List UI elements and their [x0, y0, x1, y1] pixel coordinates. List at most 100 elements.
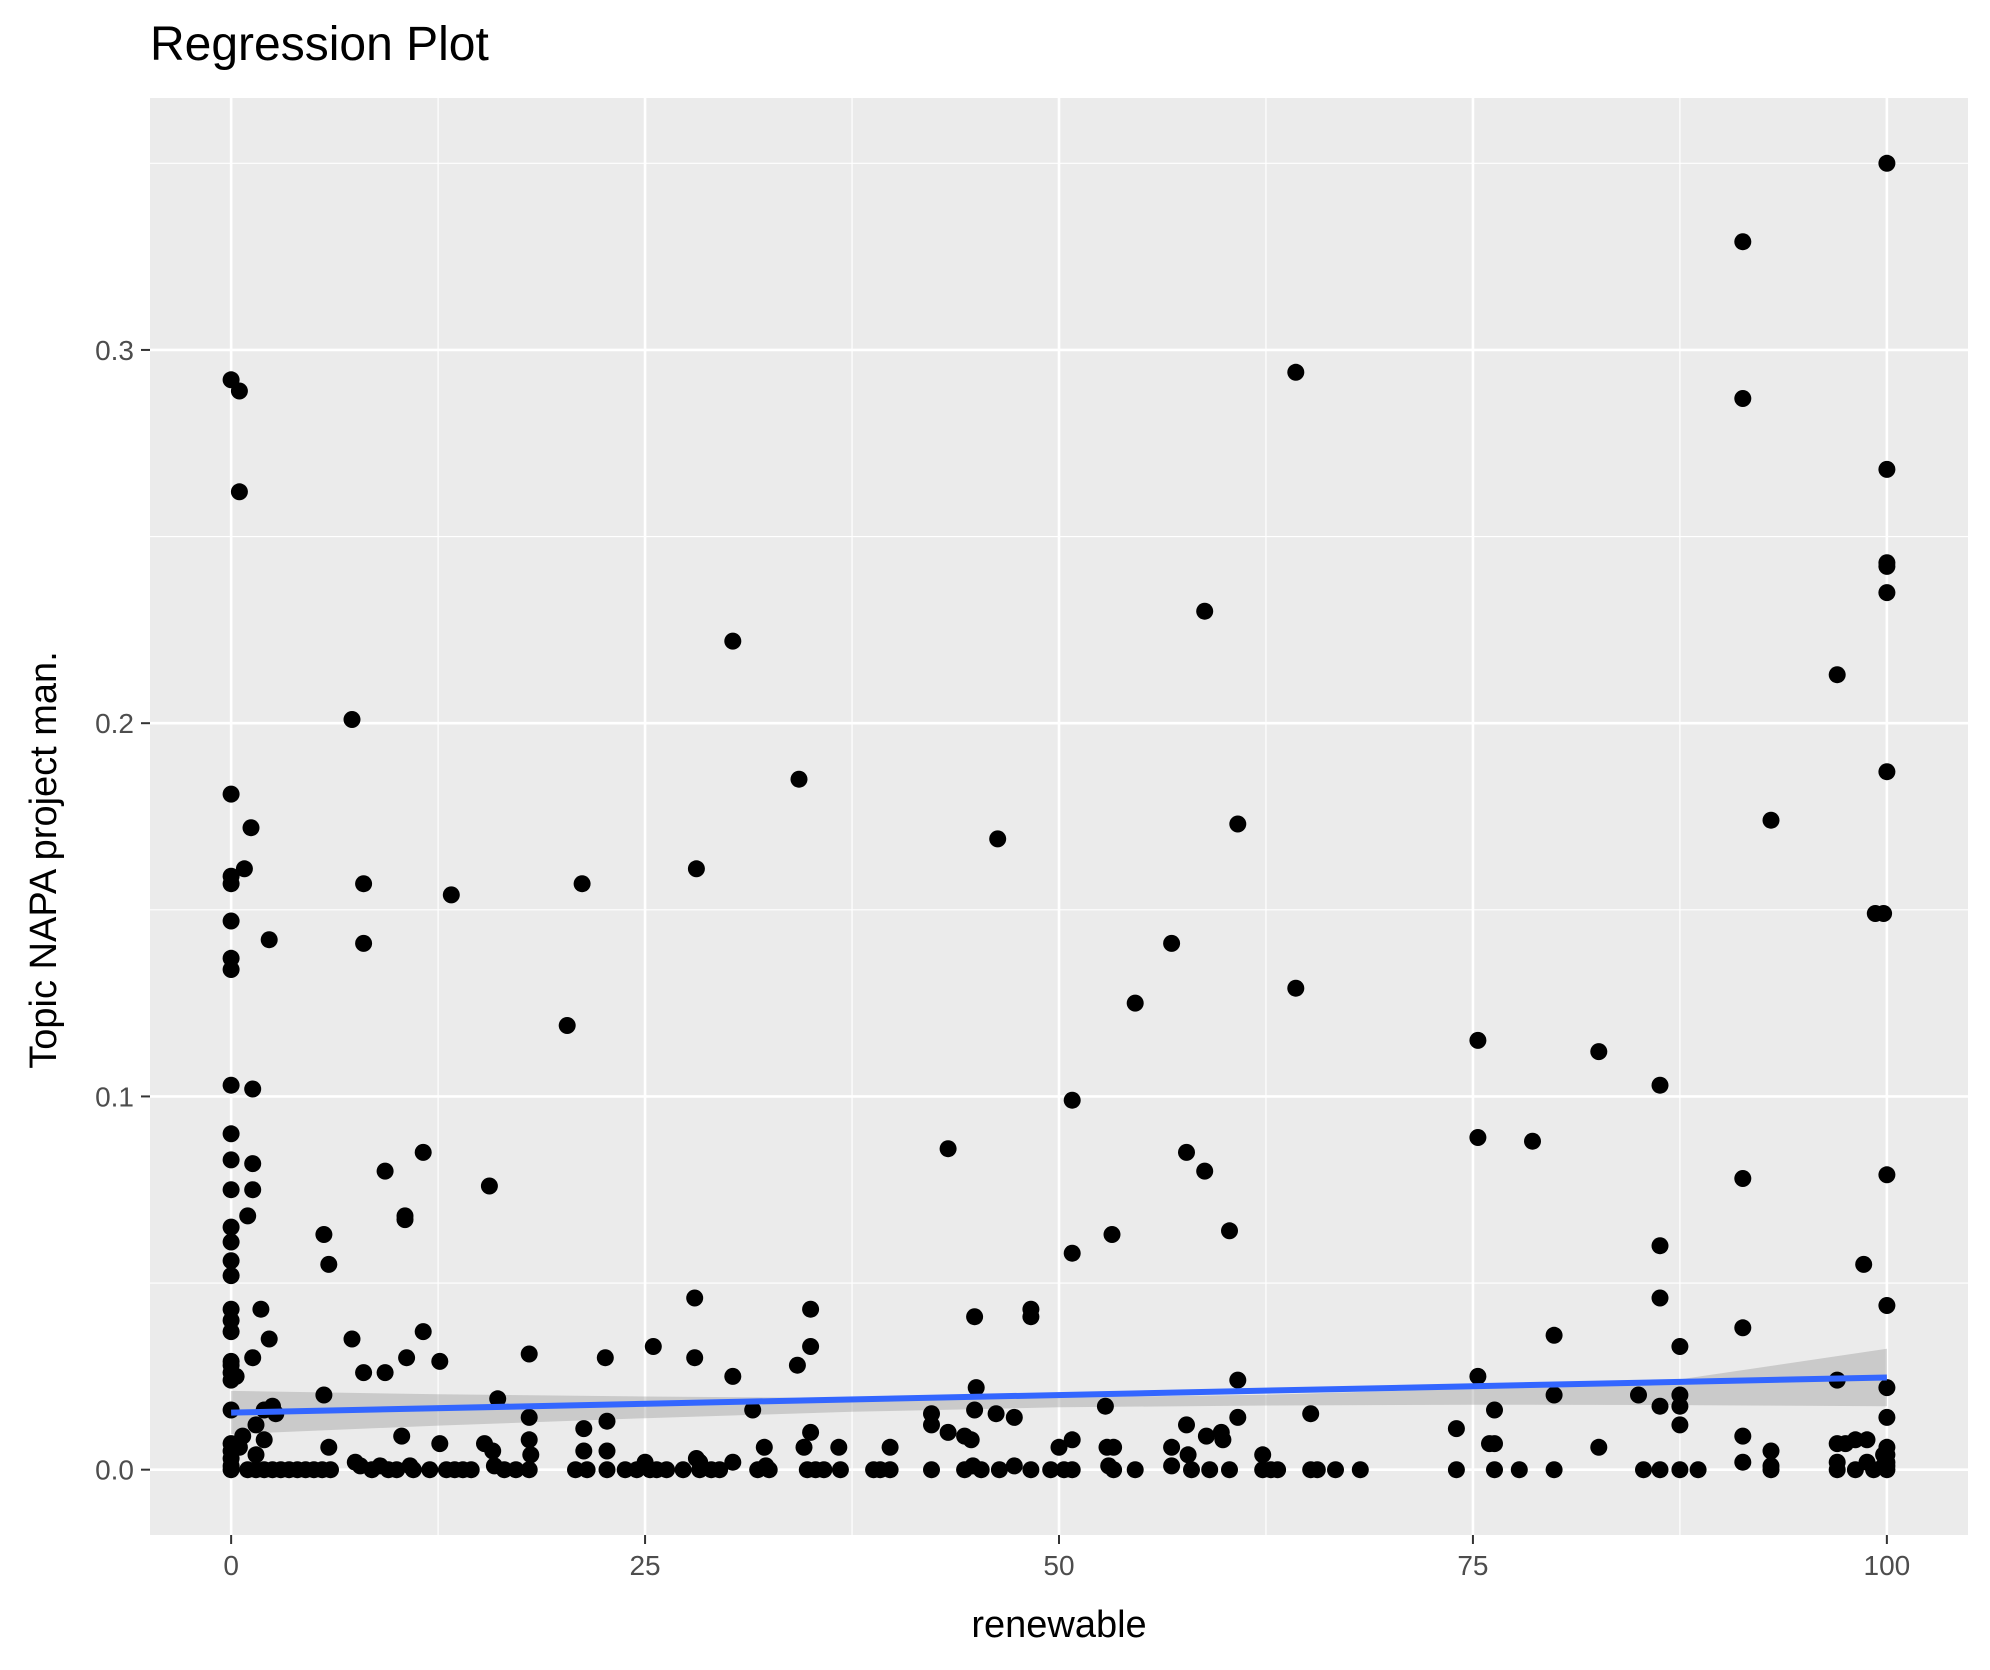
data-point [343, 1330, 361, 1348]
regression-line [231, 1374, 1887, 1416]
data-point [414, 1323, 432, 1341]
data-point [966, 1308, 984, 1326]
data-point [1308, 1461, 1326, 1479]
data-point [830, 1438, 848, 1456]
data-point [788, 1356, 806, 1374]
data-point [230, 483, 248, 501]
data-point [1096, 1397, 1114, 1415]
regression-line-layer [231, 1374, 1887, 1416]
data-point [247, 1416, 265, 1434]
x-tick-label: 25 [629, 1550, 660, 1581]
data-point [923, 1416, 940, 1434]
data-point [1229, 815, 1247, 833]
data-point [1022, 1308, 1040, 1326]
data-point [674, 1461, 692, 1479]
data-point [881, 1438, 899, 1456]
data-point [1734, 1170, 1752, 1187]
data-point [1327, 1461, 1344, 1479]
data-point [480, 1177, 498, 1195]
data-point [1878, 154, 1896, 172]
data-point [881, 1461, 899, 1479]
data-point [1545, 1326, 1563, 1344]
data-point [489, 1390, 507, 1408]
data-point [558, 1017, 576, 1034]
data-point [227, 1367, 245, 1385]
data-point [1229, 1371, 1247, 1389]
data-point [1828, 666, 1846, 684]
data-point [1855, 1255, 1873, 1273]
data-point [320, 1255, 338, 1273]
data-point [414, 1143, 432, 1161]
data-point [1302, 1405, 1320, 1423]
data-point [1221, 1222, 1238, 1240]
data-point [320, 1438, 338, 1456]
data-point [1524, 1132, 1541, 1150]
x-axis: 0 25 50 75 100 [223, 1535, 1910, 1581]
data-point [393, 1427, 411, 1445]
data-point [644, 1338, 662, 1355]
scatter-points [222, 154, 1896, 1479]
data-point [1229, 1408, 1247, 1426]
data-point [1126, 1461, 1144, 1479]
data-point [578, 1461, 596, 1479]
data-point [396, 1211, 414, 1229]
data-point [724, 632, 742, 650]
data-point [1105, 1438, 1123, 1456]
data-point [222, 785, 240, 803]
data-point [1254, 1446, 1272, 1464]
data-point [1510, 1461, 1528, 1479]
data-point [388, 1461, 406, 1479]
data-point [1651, 1076, 1669, 1094]
data-point [1351, 1461, 1369, 1479]
confidence-band-layer [231, 1348, 1887, 1435]
y-tick-label: 0.1 [95, 1081, 134, 1112]
data-point [431, 1352, 449, 1370]
data-point [1196, 1162, 1214, 1180]
data-point [1734, 1427, 1752, 1445]
data-point [520, 1345, 538, 1363]
data-point [520, 1461, 538, 1479]
data-point [1671, 1338, 1689, 1355]
data-point [242, 819, 260, 837]
data-point [1447, 1461, 1465, 1479]
data-point [687, 860, 705, 878]
data-point [1201, 1461, 1219, 1479]
data-point [244, 1080, 262, 1098]
data-point [1671, 1461, 1689, 1479]
data-point [1163, 934, 1181, 952]
data-point [1878, 1379, 1896, 1397]
data-point [1486, 1461, 1503, 1479]
data-point [596, 1349, 614, 1367]
data-point [1734, 1453, 1752, 1471]
data-point [658, 1461, 676, 1479]
data-point [343, 711, 361, 728]
data-point [520, 1408, 538, 1426]
data-point [1762, 1461, 1780, 1479]
data-point [322, 1461, 339, 1479]
x-tick-label: 75 [1457, 1550, 1488, 1581]
data-point [1651, 1461, 1669, 1479]
data-point [972, 1461, 990, 1479]
x-tick-label: 50 [1043, 1550, 1074, 1581]
data-point [260, 1330, 278, 1348]
data-point [724, 1453, 742, 1471]
data-point [1105, 1461, 1123, 1479]
data-point [1734, 390, 1752, 407]
data-point [1287, 363, 1305, 381]
data-point [575, 1442, 593, 1460]
data-point [1469, 1367, 1487, 1385]
data-point [1063, 1431, 1081, 1449]
data-point [1022, 1461, 1040, 1479]
data-point [230, 382, 248, 400]
x-axis-title: renewable [971, 1604, 1146, 1646]
data-point [1734, 1319, 1752, 1337]
x-tick-label: 100 [1864, 1550, 1911, 1581]
data-point [315, 1386, 333, 1404]
data-point [522, 1446, 540, 1464]
data-point [1878, 460, 1896, 478]
data-point [222, 961, 240, 978]
data-point [1469, 1129, 1487, 1146]
data-point [520, 1431, 538, 1449]
data-point [1287, 979, 1305, 997]
